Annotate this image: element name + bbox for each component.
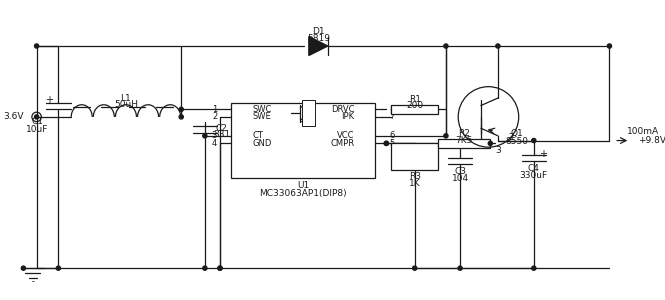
Text: CT: CT [252, 131, 263, 140]
Text: 3: 3 [211, 131, 217, 140]
Circle shape [35, 44, 39, 48]
Text: 5: 5 [389, 139, 394, 148]
Text: 10uF: 10uF [27, 125, 49, 134]
Text: 331: 331 [213, 130, 231, 140]
Text: 1K: 1K [409, 178, 420, 188]
Bar [438, 139, 490, 148]
Text: MC33063AP1(DIP8): MC33063AP1(DIP8) [259, 189, 347, 198]
Text: U1: U1 [297, 182, 309, 190]
Circle shape [444, 134, 448, 138]
Text: +: + [45, 95, 53, 105]
Text: 1: 1 [212, 105, 217, 114]
Circle shape [218, 266, 222, 270]
Circle shape [203, 134, 207, 138]
Circle shape [21, 266, 25, 270]
Text: DRVC: DRVC [331, 105, 354, 114]
Text: CMPR: CMPR [330, 139, 354, 148]
Circle shape [496, 44, 500, 48]
Circle shape [607, 44, 612, 48]
Circle shape [218, 266, 222, 270]
Circle shape [203, 266, 207, 270]
Text: C1: C1 [31, 117, 44, 126]
Text: C4: C4 [528, 164, 540, 173]
Text: +9.8V: +9.8V [638, 136, 665, 145]
Text: 6: 6 [389, 131, 394, 140]
Text: VCC: VCC [336, 131, 354, 140]
Text: +: + [539, 149, 547, 159]
Text: L1: L1 [120, 94, 131, 103]
Bar [391, 105, 438, 114]
Text: C3: C3 [454, 167, 466, 176]
Circle shape [179, 115, 184, 119]
Circle shape [458, 266, 462, 270]
Text: 100mA: 100mA [626, 127, 658, 136]
Text: SWC: SWC [252, 105, 271, 114]
Circle shape [179, 107, 184, 111]
Text: 50uH: 50uH [114, 100, 138, 109]
Circle shape [384, 141, 388, 146]
Text: 5819: 5819 [307, 34, 330, 43]
Text: 8: 8 [389, 105, 394, 114]
Text: 2: 2 [212, 112, 217, 122]
Text: C2: C2 [216, 124, 228, 133]
Text: R1: R1 [409, 95, 421, 104]
Text: SWE: SWE [252, 112, 271, 122]
Circle shape [57, 266, 61, 270]
Text: 2: 2 [508, 133, 514, 142]
Text: IPK: IPK [341, 112, 354, 122]
Text: R3: R3 [409, 172, 421, 181]
Circle shape [532, 139, 536, 142]
Text: 3.6V: 3.6V [3, 112, 23, 122]
Text: 200: 200 [406, 101, 424, 110]
Text: 4: 4 [212, 139, 217, 148]
Polygon shape [309, 37, 328, 56]
Text: 7: 7 [389, 112, 394, 122]
Text: 104: 104 [452, 174, 469, 183]
Text: D1: D1 [312, 27, 325, 36]
Text: 330uF: 330uF [520, 171, 548, 180]
Bar [302, 100, 315, 126]
Circle shape [413, 266, 417, 270]
Bar [231, 103, 375, 178]
Circle shape [488, 141, 492, 146]
Circle shape [444, 44, 448, 48]
Text: R2: R2 [458, 129, 470, 138]
Bar [391, 143, 438, 170]
Text: Q1: Q1 [511, 129, 523, 138]
Circle shape [532, 266, 536, 270]
Text: 3: 3 [495, 146, 501, 155]
Text: 8550: 8550 [505, 137, 528, 146]
Text: 7K5: 7K5 [456, 136, 473, 145]
Text: GND: GND [252, 139, 271, 148]
Circle shape [35, 115, 39, 119]
Circle shape [384, 141, 388, 146]
Text: -: - [31, 277, 35, 286]
